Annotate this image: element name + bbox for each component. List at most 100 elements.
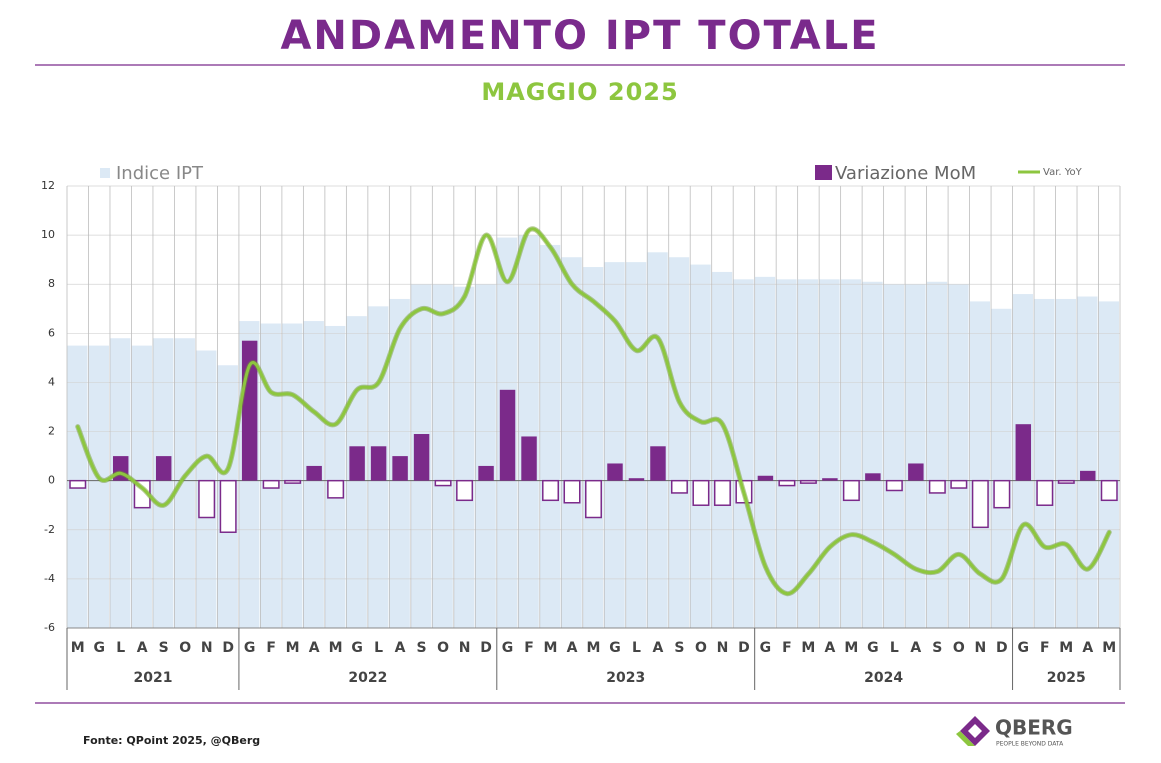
mom-bar (585, 479, 602, 519)
mom-bar (842, 479, 860, 502)
y-tick-label: 8 (48, 277, 55, 290)
x-tick-label: A (910, 640, 921, 656)
mom-bar (284, 479, 302, 484)
index-bar (539, 244, 561, 628)
index-bar (582, 267, 604, 628)
index-bar (926, 281, 948, 628)
mom-bar (908, 463, 924, 481)
mom-bar (757, 475, 774, 481)
x-tick-label: N (717, 640, 729, 656)
x-tick-label: N (459, 640, 471, 656)
mom-bar (69, 479, 87, 489)
y-tick-label: -2 (44, 523, 55, 536)
x-tick-label: A (824, 640, 835, 656)
logo: QBERG PEOPLE BEYOND DATA (956, 716, 1073, 748)
mom-bar (563, 479, 581, 504)
mom-bar (327, 479, 345, 499)
chart-title: ANDAMENTO IPT TOTALE (280, 13, 879, 59)
index-bar (453, 286, 475, 628)
mom-bar (650, 446, 666, 481)
x-tick-label: O (695, 640, 707, 656)
mom-bar (499, 389, 516, 481)
x-tick-label: G (609, 640, 621, 656)
mom-bar (950, 479, 968, 489)
mom-bar (370, 446, 387, 481)
index-bar (475, 284, 496, 628)
index-bar (948, 284, 969, 628)
mom-bar (628, 478, 645, 481)
year-label: 2023 (606, 670, 645, 686)
index-bar (905, 284, 926, 628)
x-tick-label: N (974, 640, 986, 656)
mom-bar (155, 456, 172, 481)
y-tick-label: 0 (48, 474, 55, 487)
x-tick-label: S (932, 640, 942, 656)
x-tick-label: G (760, 640, 772, 656)
year-label: 2021 (133, 670, 172, 686)
mom-bar (928, 479, 946, 494)
y-tick-label: 2 (48, 425, 55, 438)
mom-bar (1057, 479, 1075, 484)
mom-bar (713, 479, 731, 506)
mom-bar (692, 479, 710, 506)
index-bar (174, 338, 195, 628)
index-bar (604, 262, 625, 628)
chart-subtitle: MAGGIO 2025 (481, 78, 678, 106)
mom-bar (607, 463, 623, 481)
y-tick-label: 4 (48, 375, 55, 388)
legend-label: Indice IPT (116, 163, 204, 184)
x-tick-label: A (567, 640, 578, 656)
y-tick-label: 6 (48, 326, 55, 339)
x-tick-label: G (502, 640, 514, 656)
index-bar (991, 308, 1012, 628)
index-bar (260, 323, 281, 628)
x-tick-label: N (201, 640, 213, 656)
x-tick-label: A (1082, 640, 1093, 656)
year-label: 2022 (348, 670, 387, 686)
mom-bar (799, 479, 817, 484)
year-label: 2024 (864, 670, 903, 686)
x-tick-label: F (782, 640, 792, 656)
y-tick-label: 12 (41, 179, 55, 192)
index-bar (883, 284, 905, 628)
logo-mark-accent (956, 731, 975, 746)
mom-bar (306, 465, 322, 481)
x-tick-label: O (437, 640, 449, 656)
x-tick-label: M (1059, 640, 1073, 656)
index-bar (840, 279, 862, 628)
index-bar (109, 338, 131, 628)
mom-bar (392, 456, 408, 481)
index-bar (152, 338, 174, 628)
legend-label: Variazione MoM (835, 163, 976, 184)
index-bar (797, 279, 819, 628)
index-bar (711, 271, 733, 628)
y-tick-label: 10 (41, 228, 55, 241)
x-tick-label: G (93, 640, 105, 656)
legend-swatch (815, 165, 832, 180)
mom-bar (478, 465, 494, 481)
index-bar (625, 262, 647, 628)
mom-bar (219, 479, 237, 533)
mom-bar (521, 436, 537, 481)
index-bar (668, 257, 690, 628)
x-tick-label: G (244, 640, 256, 656)
mom-bar (1036, 479, 1054, 506)
x-tick-label: L (632, 640, 641, 656)
mom-bar (822, 478, 838, 481)
x-tick-label: A (309, 640, 320, 656)
mom-bar (262, 479, 280, 489)
x-tick-label: G (351, 640, 363, 656)
year-label: 2025 (1047, 670, 1086, 686)
x-tick-label: M (1102, 640, 1116, 656)
x-tick-label: A (395, 640, 406, 656)
mom-bar (778, 479, 796, 487)
index-bar (281, 323, 303, 628)
index-bar (690, 264, 711, 628)
index-bar (733, 279, 754, 628)
x-tick-label: A (137, 640, 148, 656)
x-tick-label: L (116, 640, 125, 656)
x-tick-label: M (587, 640, 601, 656)
x-tick-label: D (738, 640, 750, 656)
mom-bar (456, 479, 474, 502)
